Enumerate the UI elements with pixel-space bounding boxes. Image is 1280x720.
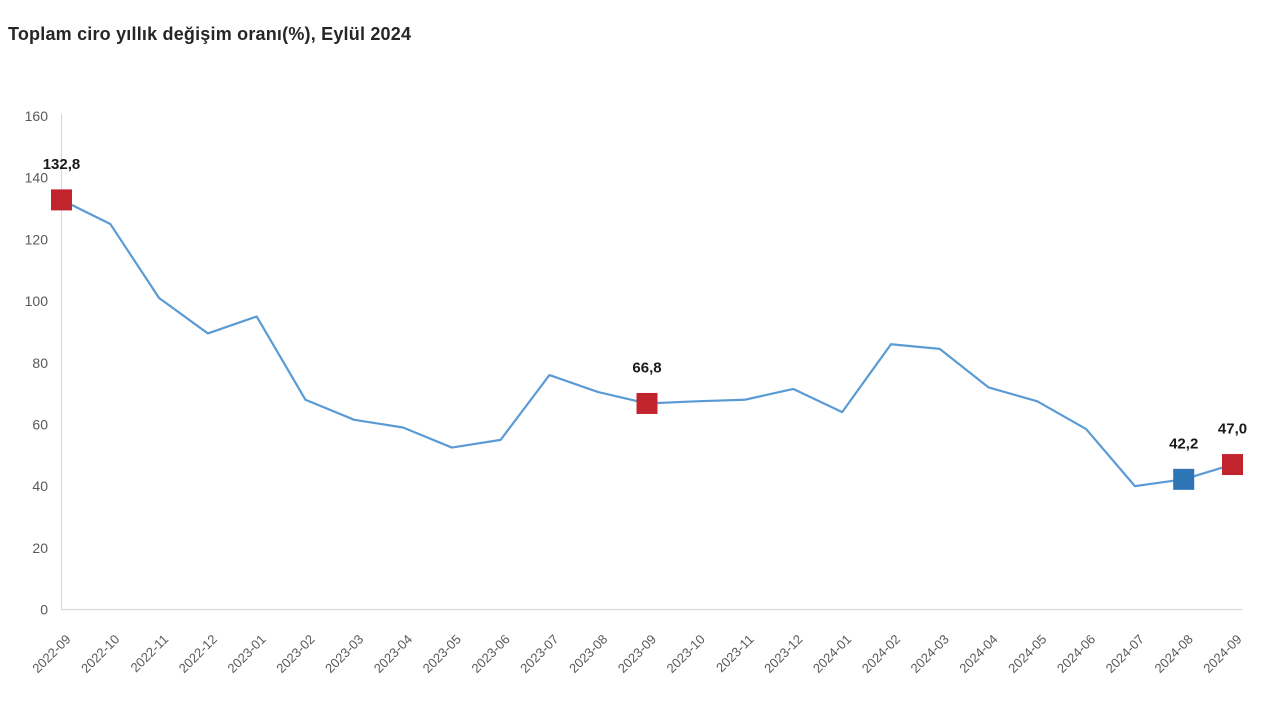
x-axis-tick-label: 2024-04 <box>956 632 1000 676</box>
y-axis-tick-label: 20 <box>32 540 48 556</box>
x-axis-tick-label: 2023-10 <box>664 632 708 676</box>
data-point-label: 132,8 <box>43 156 81 173</box>
data-point-marker <box>51 189 72 211</box>
x-axis-tick-label: 2022-12 <box>176 632 220 676</box>
data-point-label: 47,0 <box>1218 421 1247 438</box>
y-axis-tick-label: 120 <box>25 231 49 247</box>
x-axis-tick-label: 2024-05 <box>1005 632 1049 676</box>
y-axis-tick-label: 0 <box>40 602 48 618</box>
y-axis-tick-label: 160 <box>25 108 49 124</box>
x-axis-tick-label: 2024-03 <box>908 632 952 676</box>
x-axis-tick-label: 2023-04 <box>371 632 415 676</box>
y-axis-tick-label: 140 <box>25 170 49 186</box>
x-axis-tick-label: 2023-01 <box>224 632 268 676</box>
x-axis-tick-label: 2023-05 <box>420 632 464 676</box>
x-axis-tick-label: 2023-02 <box>273 632 317 676</box>
y-axis-tick-label: 80 <box>32 355 48 371</box>
chart-title: Toplam ciro yıllık değişim oranı(%), Eyl… <box>8 24 412 44</box>
line-series-path <box>60 198 1234 488</box>
x-axis-tick-label: 2023-06 <box>468 632 512 676</box>
y-axis-tick-label: 60 <box>32 416 48 432</box>
x-axis-tick-label: 2023-03 <box>322 632 366 676</box>
x-axis-tick-label: 2023-09 <box>615 632 659 676</box>
x-axis-tick-label: 2024-01 <box>810 632 854 676</box>
data-point-marker <box>1173 468 1195 490</box>
data-point-marker <box>636 392 658 414</box>
x-axis-tick-label: 2023-12 <box>761 632 805 676</box>
x-axis-tick-label: 2024-08 <box>1151 632 1195 676</box>
x-axis-tick-label: 2022-09 <box>29 632 73 676</box>
x-axis-tick-label: 2023-08 <box>566 632 610 676</box>
y-axis-tick-label: 40 <box>32 478 48 494</box>
x-axis-tick-label: 2024-06 <box>1054 632 1098 676</box>
x-axis-tick-label: 2023-07 <box>517 632 561 676</box>
x-axis-tick-label: 2022-11 <box>128 632 172 676</box>
data-point-label: 66,8 <box>632 359 661 376</box>
x-axis-tick-label: 2023-11 <box>713 632 757 676</box>
y-axis-tick-label: 100 <box>25 293 49 309</box>
x-axis-tick-label: 2024-07 <box>1103 632 1147 676</box>
x-axis-tick-label: 2022-10 <box>78 632 122 676</box>
data-point-label: 42,2 <box>1169 435 1198 452</box>
data-point-marker <box>1222 454 1243 476</box>
x-axis-tick-label: 2024-02 <box>859 632 903 676</box>
x-axis-tick-label: 2024-09 <box>1200 632 1244 676</box>
